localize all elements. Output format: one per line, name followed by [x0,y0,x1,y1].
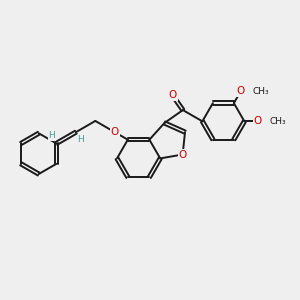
Text: CH₃: CH₃ [269,117,286,126]
Text: O: O [178,149,187,160]
Text: O: O [254,116,262,126]
Text: CH₃: CH₃ [252,87,268,96]
Text: O: O [168,90,177,100]
Text: O: O [236,86,245,96]
Text: H: H [49,131,55,140]
Text: H: H [77,136,84,145]
Text: O: O [111,127,119,137]
